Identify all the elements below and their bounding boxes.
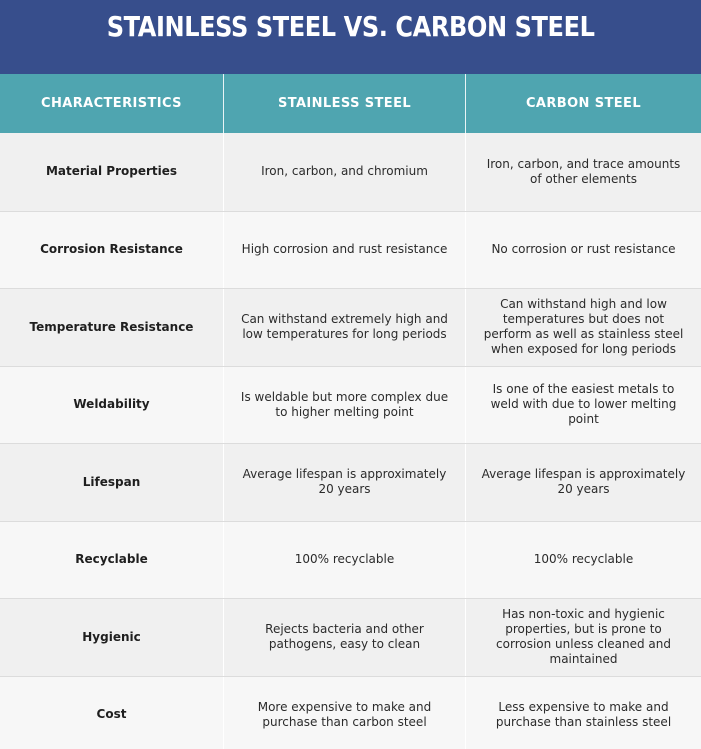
table-row: Weldability Is weldable but more complex… — [0, 365, 701, 443]
characteristic-cell: Corrosion Resistance — [0, 211, 224, 288]
stainless-cell: High corrosion and rust resistance — [224, 211, 466, 288]
characteristic-cell: Weldability — [0, 366, 224, 443]
table-row: Recyclable 100% recyclable 100% recyclab… — [0, 520, 701, 598]
carbon-cell: Can withstand high and low temperatures … — [483, 297, 684, 357]
stainless-cell: Can withstand extremely high and low tem… — [224, 289, 466, 366]
table-row: Material Properties Iron, carbon, and ch… — [0, 133, 701, 211]
stainless-cell: Iron, carbon, and chromium — [224, 133, 466, 211]
carbon-cell: Has non-toxic and hygienic properties, b… — [496, 607, 671, 667]
table-row: Cost More expensive to make and purchase… — [0, 675, 701, 749]
stainless-cell: Rejects bacteria and other pathogens, ea… — [224, 599, 466, 676]
header-carbon-steel: CARBON STEEL — [525, 96, 642, 111]
stainless-cell: Is weldable but more complex due to high… — [224, 366, 466, 443]
characteristic-cell: Material Properties — [0, 133, 224, 211]
header-characteristics: CHARACTERISTICS — [0, 74, 224, 133]
header-stainless-steel: STAINLESS STEEL — [224, 74, 466, 133]
title-bar: STAINLESS STEEL VS. CARBON STEEL — [0, 0, 701, 74]
stainless-cell: More expensive to make and purchase than… — [224, 676, 466, 749]
characteristic-cell: Hygienic — [0, 599, 224, 676]
table-row: Lifespan Average lifespan is approximate… — [0, 443, 701, 521]
carbon-cell: Average lifespan is approximately 20 yea… — [481, 467, 686, 497]
carbon-cell: 100% recyclable — [533, 552, 634, 567]
comparison-table-body: Material Properties Iron, carbon, and ch… — [0, 133, 701, 749]
characteristic-cell: Temperature Resistance — [0, 289, 224, 366]
carbon-cell: Less expensive to make and purchase than… — [495, 699, 672, 729]
stainless-cell: Average lifespan is approximately 20 yea… — [224, 444, 466, 521]
page-title: STAINLESS STEEL VS. CARBON STEEL — [106, 9, 595, 43]
stainless-cell: 100% recyclable — [224, 521, 466, 598]
table-row: Corrosion Resistance High corrosion and … — [0, 210, 701, 288]
characteristic-cell: Lifespan — [0, 444, 224, 521]
table-header-row: CHARACTERISTICS STAINLESS STEEL CARBON S… — [0, 74, 701, 133]
carbon-cell: No corrosion or rust resistance — [491, 242, 676, 257]
characteristic-cell: Cost — [0, 676, 224, 749]
table-row: Temperature Resistance Can withstand ext… — [0, 288, 701, 366]
characteristic-cell: Recyclable — [0, 521, 224, 598]
carbon-cell: Iron, carbon, and trace amounts of other… — [486, 156, 681, 186]
carbon-cell: Is one of the easiest metals to weld wit… — [490, 382, 677, 427]
table-row: Hygienic Rejects bacteria and other path… — [0, 598, 701, 676]
